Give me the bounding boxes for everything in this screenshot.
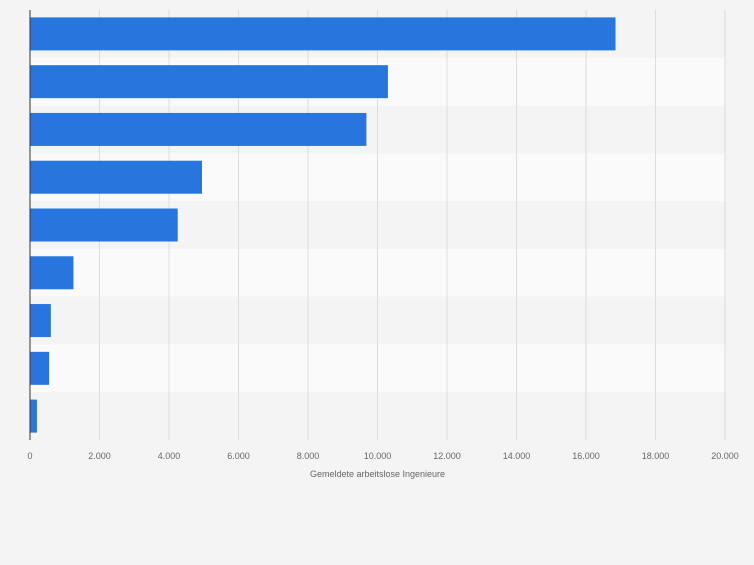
x-tick-label: 4.000 bbox=[158, 451, 181, 461]
x-axis-title: Gemeldete arbeitslose Ingenieure bbox=[310, 469, 445, 479]
bar[interactable] bbox=[30, 351, 50, 385]
bar[interactable] bbox=[30, 256, 74, 290]
bar[interactable] bbox=[30, 399, 37, 433]
bar[interactable] bbox=[30, 160, 203, 194]
bar[interactable] bbox=[30, 65, 388, 99]
x-tick-label: 12.000 bbox=[433, 451, 461, 461]
x-tick-labels: 0 2.000 4.000 6.000 8.000 10.000 12.000 14.000 1… bbox=[27, 451, 738, 461]
bars bbox=[30, 17, 616, 433]
x-tick-label: 18.000 bbox=[642, 451, 670, 461]
bar[interactable] bbox=[30, 112, 367, 146]
x-tick-label: 20.000 bbox=[711, 451, 739, 461]
x-tick-label: 2.000 bbox=[88, 451, 111, 461]
x-tick-label: 6.000 bbox=[227, 451, 250, 461]
x-tick-label: 14.000 bbox=[503, 451, 531, 461]
bar[interactable] bbox=[30, 208, 178, 242]
bar[interactable] bbox=[30, 17, 616, 51]
x-tick-label: 16.000 bbox=[572, 451, 600, 461]
x-tick-label: 8.000 bbox=[297, 451, 320, 461]
x-tick-label: 0 bbox=[27, 451, 32, 461]
bar[interactable] bbox=[30, 304, 51, 338]
x-tick-label: 10.000 bbox=[364, 451, 392, 461]
